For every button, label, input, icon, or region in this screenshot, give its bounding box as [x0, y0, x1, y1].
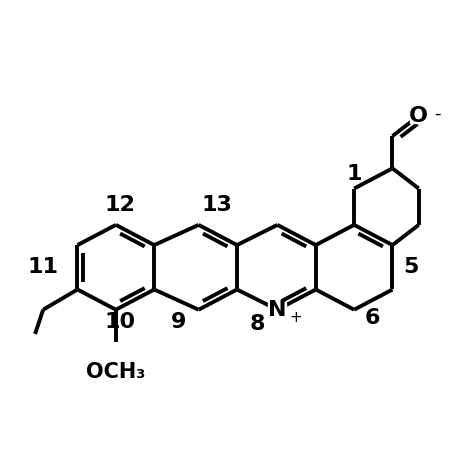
Text: 13: 13	[201, 195, 232, 215]
Text: 1: 1	[346, 164, 362, 184]
Text: -: -	[434, 105, 440, 123]
Text: 11: 11	[27, 257, 59, 277]
Text: 12: 12	[104, 195, 135, 215]
Text: N: N	[268, 300, 287, 319]
Bar	[410, 109, 428, 123]
Text: 9: 9	[171, 312, 186, 332]
Text: 6: 6	[365, 308, 380, 328]
Bar	[268, 302, 286, 317]
Text: 8: 8	[249, 314, 265, 334]
Text: O: O	[409, 106, 428, 126]
Text: 5: 5	[403, 257, 419, 277]
Text: +: +	[289, 310, 302, 325]
Text: 10: 10	[104, 312, 136, 332]
Text: OCH₃: OCH₃	[86, 362, 146, 383]
